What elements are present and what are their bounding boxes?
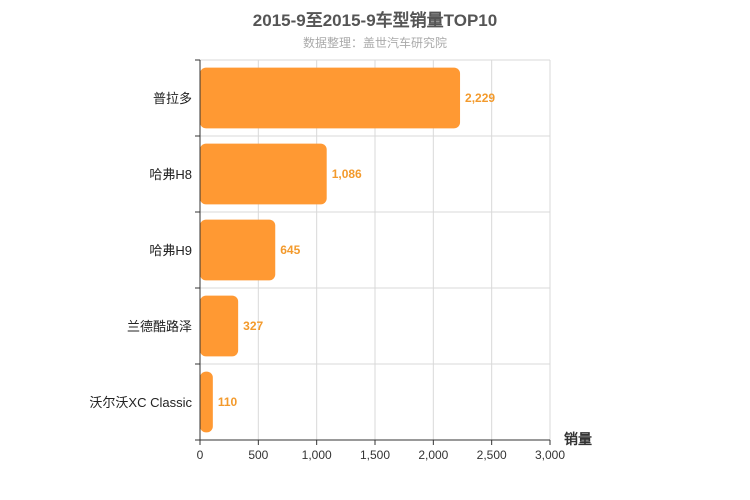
x-tick-label: 500	[248, 448, 268, 462]
axes	[195, 59, 551, 445]
bar	[200, 371, 213, 433]
x-tick-label: 2,500	[477, 448, 507, 462]
bar	[200, 219, 276, 281]
chart-subtitle: 数据整理：盖世汽车研究院	[302, 36, 447, 50]
labels: 2,229 普拉多 1,086 哈弗H8 645 哈弗H9 327 兰德酷路泽 110 沃尔沃XC…	[89, 91, 592, 462]
bar-series	[200, 67, 461, 433]
category-label: 哈弗H8	[149, 167, 192, 182]
bar	[200, 295, 239, 357]
bar	[200, 143, 327, 205]
bar	[200, 67, 461, 129]
chart-title: 2015-9至2015-9车型销量TOP10	[252, 11, 498, 30]
value-label: 1,086	[332, 167, 362, 181]
x-tick-label: 2,000	[418, 448, 448, 462]
value-label: 2,229	[465, 91, 495, 105]
category-label: 兰德酷路泽	[127, 319, 192, 334]
category-label: 普拉多	[153, 91, 192, 106]
value-label: 327	[243, 319, 263, 333]
x-tick-label: 1,000	[302, 448, 332, 462]
category-label: 沃尔沃XC Classic	[89, 395, 192, 410]
value-label: 110	[218, 395, 238, 409]
x-tick-label: 1,500	[360, 448, 390, 462]
x-tick-label: 3,000	[535, 448, 565, 462]
x-tick-label: 0	[197, 448, 204, 462]
category-label: 哈弗H9	[149, 243, 192, 258]
x-axis-title: 销量	[564, 431, 592, 447]
value-label: 645	[280, 243, 300, 257]
